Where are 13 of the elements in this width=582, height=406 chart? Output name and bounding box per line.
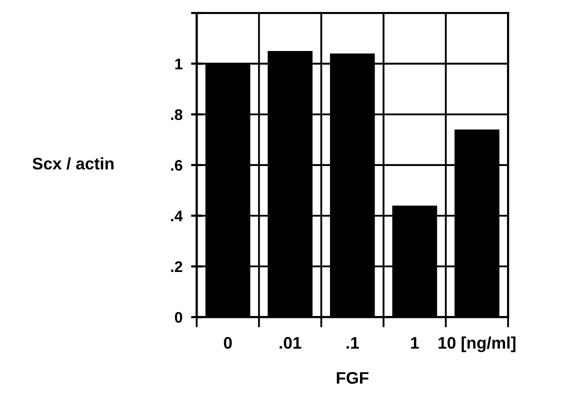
- x-tick-label: .1: [346, 337, 359, 349]
- y-tick-label: .4: [171, 210, 183, 222]
- y-tick-label: 1: [175, 58, 182, 70]
- x-axis-title: FGF: [336, 372, 368, 384]
- y-tick-label: .6: [171, 160, 182, 171]
- y-axis-title: Scx / actin: [32, 157, 114, 170]
- x-tick-label: .01: [280, 336, 302, 349]
- y-tick-label: 0: [174, 312, 182, 323]
- y-tick-label: .2: [171, 261, 182, 272]
- x-tick-label: 0: [224, 336, 232, 349]
- x-tick-label: 10 [ng/ml]: [438, 336, 516, 352]
- x-tick-label: 1: [411, 337, 419, 349]
- y-tick-label: .8: [171, 109, 182, 120]
